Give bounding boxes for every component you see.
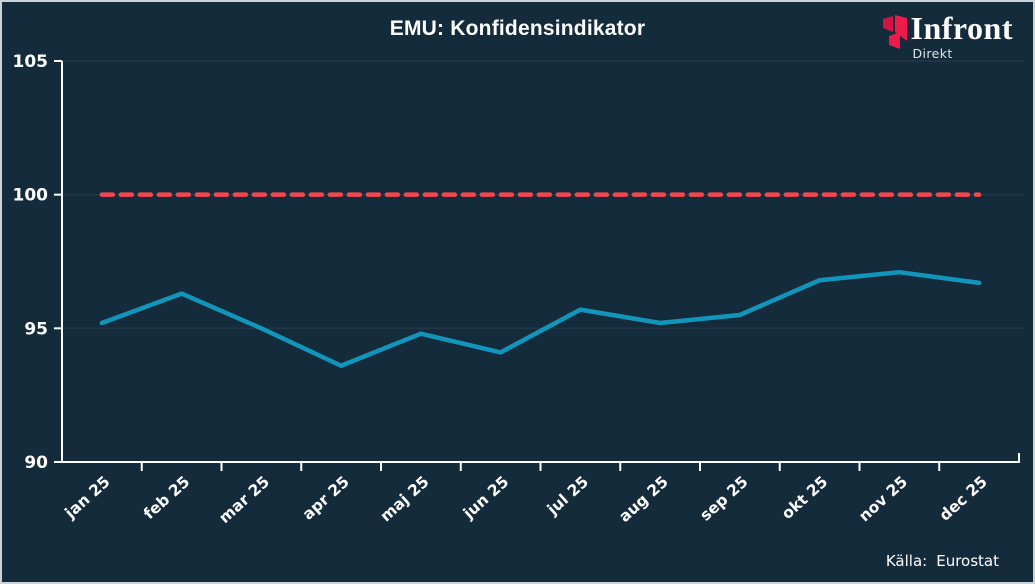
x-tick-label: apr 25: [299, 473, 353, 524]
x-tick-label: dec 25: [936, 473, 991, 525]
x-tick-label: okt 25: [778, 473, 831, 523]
y-tick-label: 95: [24, 319, 48, 339]
x-tick-label: jun 25: [459, 473, 512, 523]
x-tick-label: nov 25: [855, 473, 911, 526]
x-tick-label: maj 25: [377, 473, 433, 526]
infront-logo: Infront Direkt: [882, 11, 1013, 61]
source-value: Eurostat: [936, 552, 999, 570]
x-tick-label: mar 25: [216, 473, 274, 527]
logo-subtitle: Direkt: [912, 46, 953, 61]
x-tick-label: aug 25: [615, 473, 671, 526]
source-label: Källa:: [885, 552, 928, 570]
y-tick-label: 100: [13, 186, 49, 206]
y-tick-label: 105: [13, 52, 49, 72]
y-tick-label: 90: [24, 453, 48, 473]
series-line: [99, 269, 982, 369]
x-tick-label: sep 25: [697, 473, 752, 525]
chart-title: EMU: Konfidensindikator: [389, 17, 646, 40]
x-tick-label: feb 25: [140, 473, 193, 523]
x-tick-label: jul 25: [543, 473, 592, 520]
source-note: Källa: Eurostat: [886, 552, 999, 570]
infront-flag-icon: [882, 15, 908, 57]
logo-name: Infront: [910, 10, 1013, 46]
x-tick-label: jan 25: [61, 473, 114, 523]
